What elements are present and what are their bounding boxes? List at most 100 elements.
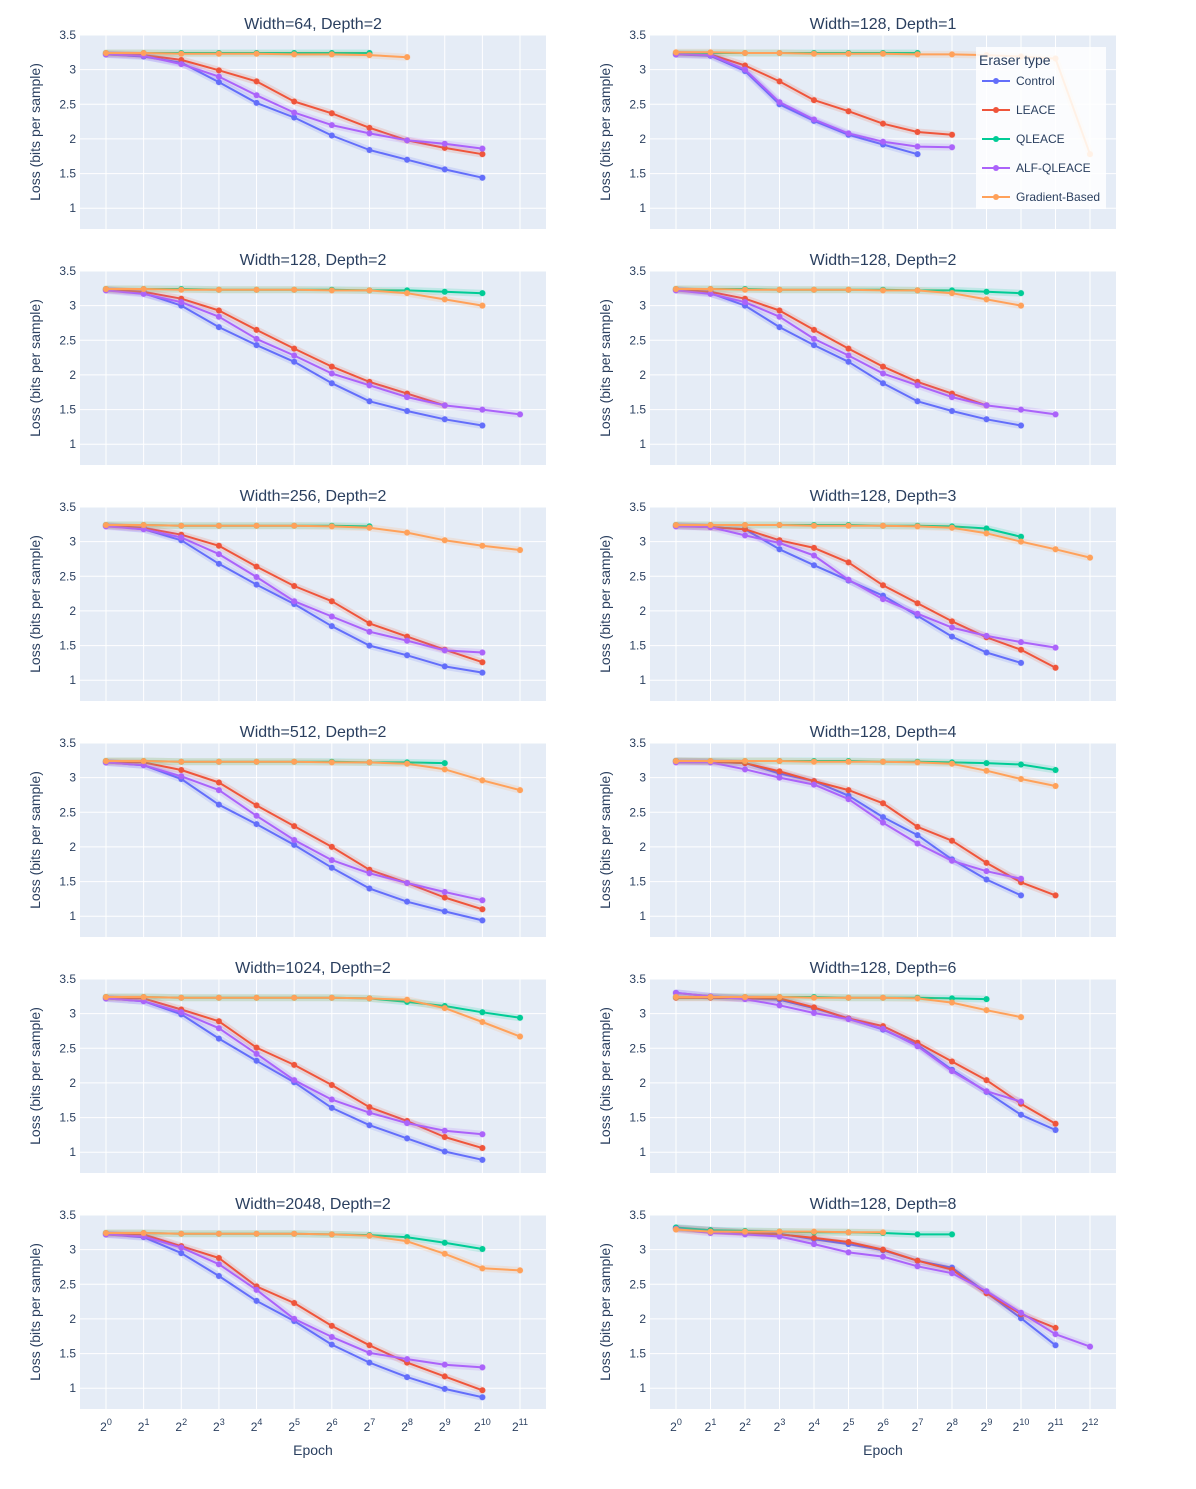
data-point — [328, 1096, 335, 1103]
y-tick-label: 3.5 — [59, 736, 76, 750]
data-point — [140, 286, 147, 293]
data-point — [880, 1253, 886, 1260]
data-point — [914, 398, 921, 405]
data-point — [811, 544, 817, 551]
data-point — [291, 109, 298, 116]
data-point — [178, 1250, 185, 1257]
data-point — [983, 1088, 990, 1095]
data-point — [253, 1286, 260, 1293]
y-tick-label: 2.5 — [59, 97, 76, 111]
data-point — [215, 787, 222, 794]
panel-7: 1 1.5 2 2.5 3 3.5 Loss (bits per sample) Width=… — [27, 724, 546, 937]
panel-title: Width=128, Depth=8 — [810, 1196, 957, 1213]
y-tick-label: 3 — [639, 535, 646, 549]
data-point — [441, 766, 448, 773]
data-point — [178, 758, 185, 765]
data-point — [742, 766, 748, 773]
data-point — [949, 1068, 955, 1075]
panel-4: 1 1.5 2 2.5 3 3.5 Loss (bits per sample) Width=… — [597, 252, 1116, 465]
series-line — [105, 289, 521, 416]
series-line — [106, 996, 521, 1038]
data-point — [880, 994, 886, 1001]
data-point — [776, 540, 783, 547]
data-point — [845, 352, 852, 359]
y-axis-label: Loss (bits per sample) — [597, 299, 613, 437]
data-point — [291, 1061, 298, 1068]
data-point — [742, 522, 748, 529]
series-alf-qleace — [672, 758, 1025, 883]
panel-title: Width=128, Depth=4 — [810, 724, 957, 741]
series-alf-qleace — [102, 50, 486, 153]
data-point — [845, 108, 852, 115]
data-point — [707, 522, 714, 529]
data-point — [776, 99, 783, 106]
data-point — [215, 560, 222, 567]
y-tick-label: 1 — [69, 201, 76, 215]
data-point — [404, 637, 411, 644]
data-point — [215, 67, 222, 74]
data-point — [1018, 1309, 1024, 1316]
data-point — [178, 286, 185, 293]
y-tick-label: 3 — [639, 63, 646, 77]
data-point — [328, 523, 335, 530]
data-point — [983, 296, 990, 303]
data-point — [479, 406, 486, 413]
data-point — [441, 894, 448, 901]
data-point — [517, 411, 523, 418]
x-tick-label: 27 — [364, 1417, 376, 1434]
data-point — [673, 994, 679, 1001]
data-point — [811, 562, 817, 569]
x-tick-label: 211 — [1047, 1417, 1063, 1434]
legend-label: ALF-QLEACE — [1016, 161, 1091, 175]
data-point — [366, 870, 373, 877]
data-point — [742, 286, 748, 293]
data-point — [914, 995, 921, 1002]
series-leace — [672, 522, 1059, 672]
data-point — [328, 1322, 335, 1329]
data-point — [983, 760, 990, 767]
data-point — [479, 777, 486, 784]
data-point — [404, 407, 411, 414]
x-tick-label: 25 — [843, 1417, 855, 1434]
data-point — [366, 287, 373, 294]
y-tick-label: 3 — [69, 299, 76, 313]
data-point — [328, 363, 335, 370]
y-tick-label: 1.5 — [629, 1111, 646, 1125]
data-point — [291, 1230, 298, 1237]
data-point — [366, 1104, 373, 1111]
data-point — [178, 61, 185, 68]
series-gradient-based — [102, 49, 411, 61]
data-point — [404, 996, 411, 1003]
y-axis-label: Loss (bits per sample) — [597, 771, 613, 909]
data-point — [291, 352, 298, 359]
y-tick-label: 2.5 — [629, 569, 646, 583]
y-axis-label: Loss (bits per sample) — [27, 63, 43, 201]
data-point — [983, 1288, 990, 1295]
data-point — [1052, 1120, 1059, 1127]
data-point — [366, 642, 373, 649]
data-point — [215, 1254, 222, 1261]
data-point — [479, 1245, 486, 1252]
series-leace — [102, 50, 486, 158]
y-axis-label: Loss (bits per sample) — [27, 1243, 43, 1381]
data-point — [328, 380, 335, 387]
data-point — [328, 132, 335, 139]
panel-6: 1 1.5 2 2.5 3 3.5 Loss (bits per sample) Width=… — [597, 488, 1116, 701]
data-point — [1018, 776, 1024, 783]
data-point — [983, 1007, 990, 1014]
legend-swatch-marker — [993, 194, 999, 200]
data-point — [253, 581, 260, 588]
data-point — [253, 1050, 260, 1057]
data-point — [479, 649, 486, 656]
data-point — [880, 814, 886, 821]
data-point — [1018, 533, 1024, 540]
series-line — [675, 525, 1056, 649]
data-point — [949, 837, 955, 844]
data-point — [441, 1133, 448, 1140]
legend-swatch-marker — [993, 165, 999, 171]
data-point — [1052, 892, 1059, 899]
data-point — [1018, 892, 1024, 899]
data-point — [1052, 644, 1059, 651]
data-point — [811, 342, 817, 349]
data-point — [441, 908, 448, 915]
